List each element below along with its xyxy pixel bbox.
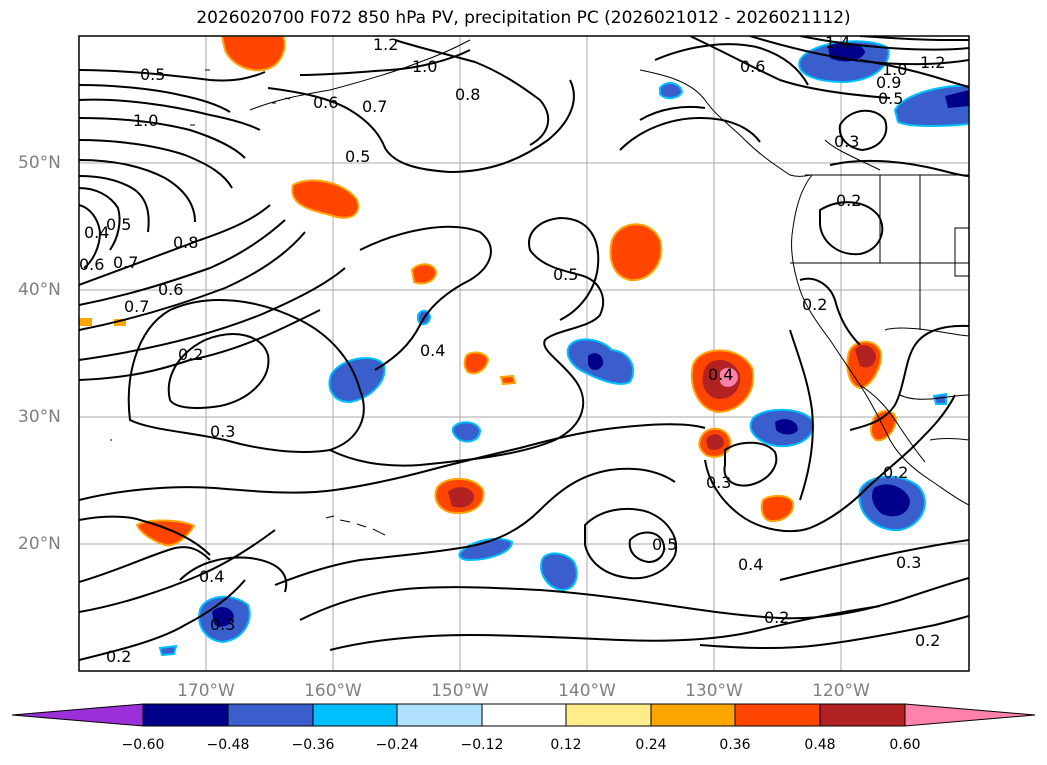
contour-label: 0.8 (455, 85, 480, 104)
pv-contours (79, 36, 969, 661)
contour-label: 1.4 (825, 33, 850, 52)
colorbar-tick-label: −0.60 (121, 737, 165, 753)
contour-label: 0.5 (106, 215, 131, 234)
lon-label: 170°W (177, 681, 235, 701)
contour-label: 0.6 (740, 57, 765, 76)
contour-label: 1.0 (882, 60, 907, 79)
colorbar-segment (396, 703, 483, 727)
contour-label: 0.5 (878, 89, 903, 108)
contour-label: 1.0 (133, 111, 158, 130)
contour-label: 0.3 (210, 422, 235, 441)
contour-label: 0.7 (362, 97, 387, 116)
contour-label: 0.3 (896, 553, 921, 572)
contour-label: 0.6 (313, 93, 338, 112)
contour-label: 0.2 (915, 631, 940, 650)
contour-label: 0.4 (738, 555, 763, 574)
contour-label: 0.6 (158, 280, 183, 299)
contour-label: 0.2 (178, 345, 203, 364)
colorbar-tick-label: 0.24 (635, 737, 667, 753)
contour-label: 0.5 (652, 535, 677, 554)
colorbar-tick-label: 0.36 (719, 737, 751, 753)
map-frame (78, 35, 970, 672)
contour-label: 0.2 (836, 191, 861, 210)
contour-label: 0.2 (802, 295, 827, 314)
colorbar-segment (227, 703, 314, 727)
contour-label: 1.2 (373, 35, 398, 54)
lat-label: 30°N (18, 407, 61, 427)
lon-label: 160°W (304, 681, 362, 701)
colorbar (11, 703, 1036, 727)
lon-label: 140°W (558, 681, 616, 701)
colorbar-segment (734, 703, 821, 727)
contour-label: 0.4 (199, 567, 224, 586)
colorbar-tick-label: 0.12 (550, 737, 582, 753)
contour-label: 0.8 (173, 233, 198, 252)
contour-label: 0.2 (106, 647, 131, 666)
colorbar-tick-label: −0.12 (460, 737, 504, 753)
colorbar-segment (565, 703, 652, 727)
coastlines (110, 39, 969, 536)
precip-positive-patches (79, 36, 898, 547)
contour-labels: 1.2 1.0 0.8 0.5 0.7 1.0 0.5 0.4 0.5 0.6 … (79, 33, 945, 666)
lat-label: 20°N (18, 534, 61, 554)
lon-label: 130°W (685, 681, 743, 701)
contour-label: 0.7 (124, 297, 149, 316)
contour-label: 0.2 (883, 463, 908, 482)
contour-label: 0.4 (420, 341, 445, 360)
colorbar-segment (819, 703, 906, 727)
lon-label: 150°W (431, 681, 489, 701)
gridlines (79, 36, 969, 671)
lon-label: 120°W (812, 681, 870, 701)
contour-label: 1.0 (412, 57, 437, 76)
map-area (79, 36, 969, 671)
contour-label: 0.3 (706, 473, 731, 492)
colorbar-tick-label: 0.60 (889, 737, 921, 753)
colorbar-segment (481, 703, 567, 727)
figure-title: 2026020700 F072 850 hPa PV, precipitatio… (196, 8, 851, 28)
contour-label: 0.9 (876, 73, 901, 92)
colorbar-segment (312, 703, 398, 727)
contour-label: 0.6 (79, 255, 104, 274)
contour-label: 0.5 (553, 265, 578, 284)
colorbar-extend-low (11, 703, 144, 727)
contour-label: 0.3 (834, 132, 859, 151)
precip-negative-patches (158, 40, 969, 657)
contour-label: 0.4 (84, 223, 109, 242)
colorbar-tick-label: −0.24 (375, 737, 419, 753)
contour-label: 1.2 (920, 53, 945, 72)
colorbar-tick-label: −0.36 (291, 737, 335, 753)
contour-label: 0.4 (708, 365, 733, 384)
contour-label: 0.7 (113, 253, 138, 272)
colorbar-segment (650, 703, 736, 727)
contour-label: 0.2 (764, 608, 789, 627)
lat-label: 50°N (18, 153, 61, 173)
contour-label: 0.5 (345, 147, 370, 166)
contour-label: 0.3 (210, 615, 235, 634)
colorbar-tick-label: 0.48 (804, 737, 836, 753)
colorbar-segment (142, 703, 229, 727)
colorbar-extend-high (904, 703, 1036, 727)
lat-label: 40°N (18, 280, 61, 300)
colorbar-tick-label: −0.48 (206, 737, 250, 753)
contour-label: 0.5 (140, 65, 165, 84)
